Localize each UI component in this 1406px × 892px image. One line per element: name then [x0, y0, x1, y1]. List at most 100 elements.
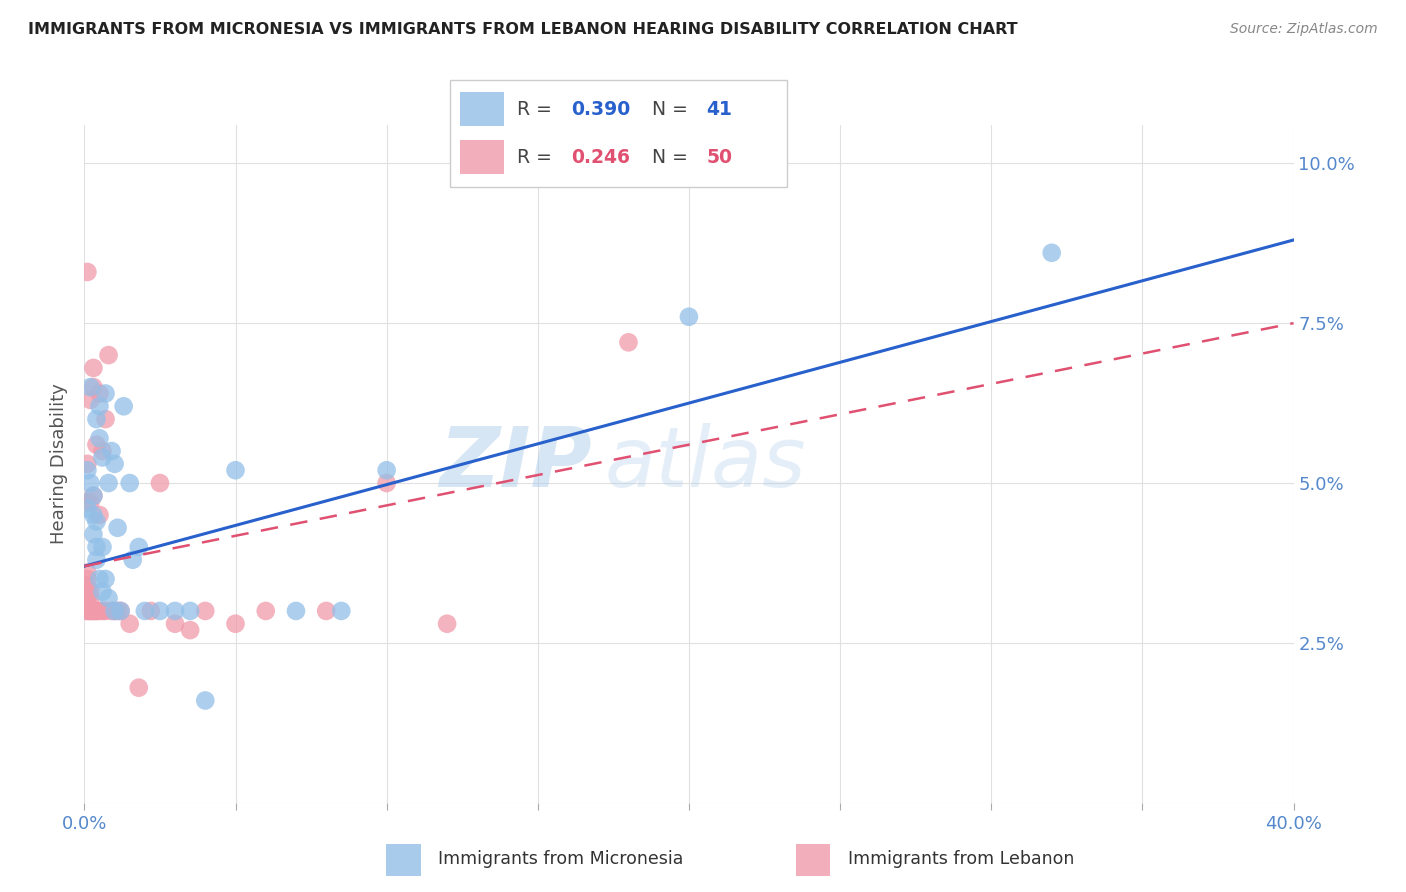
Point — [165, 616, 187, 631]
Point — [179, 623, 201, 637]
Point — [76, 572, 98, 586]
Point — [107, 604, 129, 618]
Point — [94, 412, 117, 426]
Point — [82, 527, 104, 541]
Y-axis label: Hearing Disability: Hearing Disability — [51, 384, 69, 544]
Point — [76, 578, 98, 592]
Point — [118, 616, 141, 631]
Point — [134, 604, 156, 618]
Point — [76, 591, 98, 606]
Point — [225, 463, 247, 477]
Point — [86, 604, 108, 618]
Point — [194, 604, 217, 618]
Text: Immigrants from Lebanon: Immigrants from Lebanon — [848, 849, 1074, 868]
Point — [86, 604, 108, 618]
Point — [678, 310, 700, 324]
Point — [86, 540, 108, 554]
Point — [89, 508, 111, 522]
Point — [617, 335, 640, 350]
Point — [86, 437, 108, 451]
Text: R =: R = — [517, 148, 553, 167]
Point — [107, 521, 129, 535]
Point — [91, 584, 114, 599]
Point — [97, 348, 120, 362]
Point — [79, 604, 101, 618]
Point — [82, 489, 104, 503]
Point — [86, 515, 108, 529]
Point — [330, 604, 353, 618]
Point — [104, 604, 127, 618]
Point — [89, 604, 111, 618]
Point — [1040, 245, 1063, 260]
Point — [128, 681, 150, 695]
Point — [118, 476, 141, 491]
Point — [128, 540, 150, 554]
Point — [91, 444, 114, 458]
Text: R =: R = — [517, 100, 553, 119]
Text: Immigrants from Micronesia: Immigrants from Micronesia — [439, 849, 683, 868]
Point — [89, 431, 111, 445]
Point — [254, 604, 277, 618]
Point — [76, 457, 98, 471]
Point — [82, 508, 104, 522]
Point — [82, 489, 104, 503]
FancyBboxPatch shape — [460, 140, 503, 175]
Text: 0.390: 0.390 — [571, 100, 631, 119]
Point — [225, 616, 247, 631]
Text: 0.246: 0.246 — [571, 148, 630, 167]
Point — [94, 572, 117, 586]
Point — [121, 553, 143, 567]
Point — [179, 604, 201, 618]
Point — [285, 604, 308, 618]
Point — [112, 399, 135, 413]
Text: 50: 50 — [706, 148, 733, 167]
Point — [110, 604, 132, 618]
FancyBboxPatch shape — [450, 80, 787, 187]
Point — [76, 604, 98, 618]
Point — [91, 604, 114, 618]
Point — [76, 598, 98, 612]
Point — [139, 604, 162, 618]
Point — [194, 693, 217, 707]
Point — [89, 386, 111, 401]
Point — [149, 476, 172, 491]
Point — [76, 501, 98, 516]
Point — [79, 591, 101, 606]
Point — [375, 476, 398, 491]
Point — [89, 572, 111, 586]
Point — [76, 463, 98, 477]
Text: N =: N = — [652, 100, 689, 119]
Point — [91, 540, 114, 554]
Point — [100, 604, 122, 618]
Point — [149, 604, 172, 618]
Point — [104, 457, 127, 471]
Point — [79, 495, 101, 509]
Point — [86, 412, 108, 426]
Point — [94, 604, 117, 618]
FancyBboxPatch shape — [385, 844, 420, 876]
Point — [79, 584, 101, 599]
Point — [100, 444, 122, 458]
Point — [76, 566, 98, 580]
Point — [76, 604, 98, 618]
Point — [315, 604, 337, 618]
FancyBboxPatch shape — [796, 844, 831, 876]
Point — [97, 591, 120, 606]
Point — [165, 604, 187, 618]
Text: IMMIGRANTS FROM MICRONESIA VS IMMIGRANTS FROM LEBANON HEARING DISABILITY CORRELA: IMMIGRANTS FROM MICRONESIA VS IMMIGRANTS… — [28, 22, 1018, 37]
Point — [82, 604, 104, 618]
Text: ZIP: ZIP — [440, 424, 592, 504]
Point — [79, 476, 101, 491]
Point — [76, 265, 98, 279]
Text: N =: N = — [652, 148, 689, 167]
Point — [94, 386, 117, 401]
Point — [110, 604, 132, 618]
Text: atlas: atlas — [605, 424, 806, 504]
Point — [82, 360, 104, 375]
Point — [375, 463, 398, 477]
Text: Source: ZipAtlas.com: Source: ZipAtlas.com — [1230, 22, 1378, 37]
Point — [79, 604, 101, 618]
Point — [76, 584, 98, 599]
Point — [86, 553, 108, 567]
Point — [104, 604, 127, 618]
